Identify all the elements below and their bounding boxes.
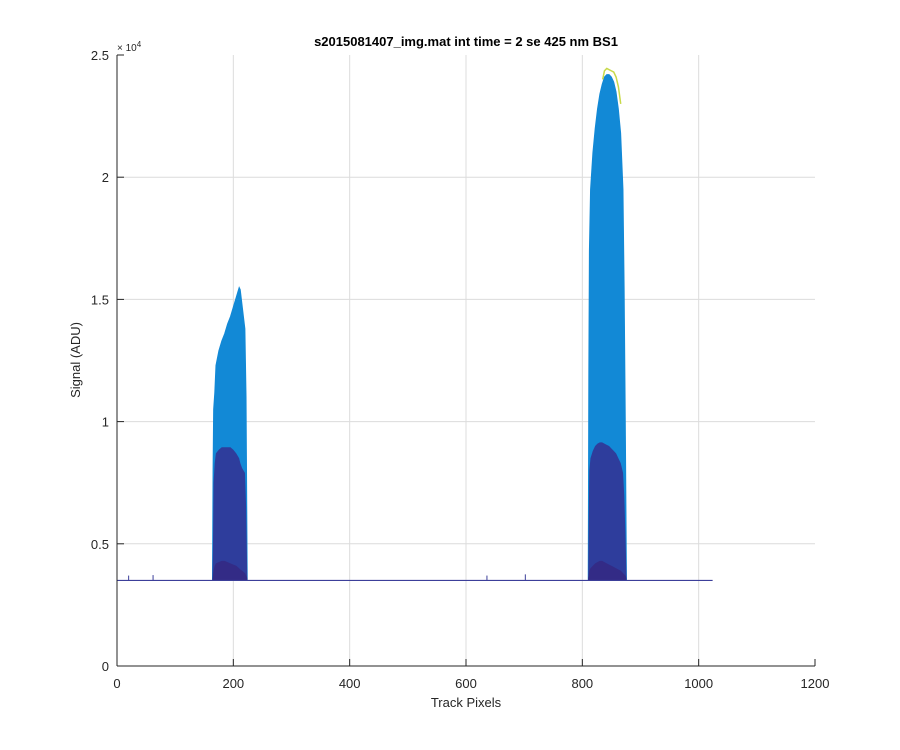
peak-1-inner-area bbox=[212, 560, 248, 581]
peak-tip-line bbox=[601, 67, 622, 104]
x-tick-label: 600 bbox=[455, 676, 477, 691]
y-exponent-power: 4 bbox=[137, 40, 142, 49]
x-tick-label: 400 bbox=[339, 676, 361, 691]
chart-title: s2015081407_img.mat int time = 2 se 425 … bbox=[314, 34, 618, 49]
x-tick-label: 200 bbox=[222, 676, 244, 691]
y-tick-label: 0.5 bbox=[91, 537, 109, 552]
y-tick-label: 0 bbox=[102, 659, 109, 674]
y-axis-label: Signal (ADU) bbox=[68, 322, 83, 398]
y-exponent-base: × 10 bbox=[117, 43, 137, 54]
peak-1-mid-area bbox=[212, 447, 248, 581]
x-tick-label: 0 bbox=[113, 676, 120, 691]
x-tick-label: 800 bbox=[571, 676, 593, 691]
y-tick-label: 1.5 bbox=[91, 292, 109, 307]
peak-2-mid-area bbox=[588, 442, 627, 581]
y-tick-label: 1 bbox=[102, 415, 109, 430]
data-layer bbox=[117, 67, 713, 582]
grid bbox=[117, 55, 815, 666]
y-exponent-label: × 104 bbox=[117, 40, 142, 54]
y-tick-label: 2 bbox=[102, 170, 109, 185]
x-tick-label: 1000 bbox=[684, 676, 713, 691]
x-tick-label: 1200 bbox=[801, 676, 830, 691]
ticks: 0 200 400 600 800 1000 1200 0 0.5 1 1.5 2 2.5 bbox=[91, 48, 830, 691]
peak-2-inner-area bbox=[588, 560, 627, 581]
x-axis-label: Track Pixels bbox=[431, 695, 502, 710]
y-tick-label: 2.5 bbox=[91, 48, 109, 63]
